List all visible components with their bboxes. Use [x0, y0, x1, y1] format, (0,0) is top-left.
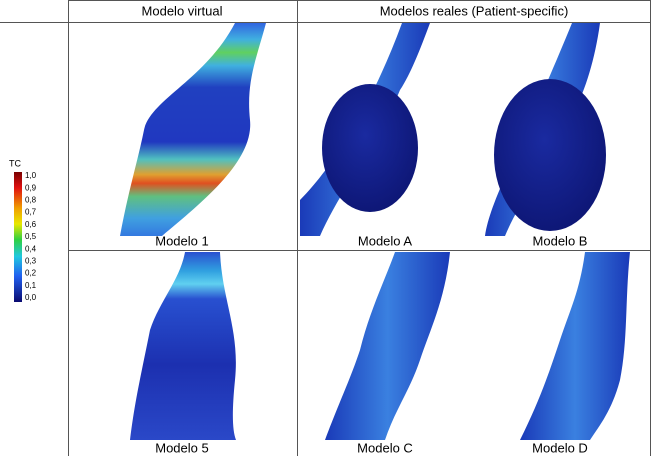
panel-label: Modelo 1	[155, 233, 208, 248]
panel-label: Modelo A	[358, 233, 413, 248]
panel-label: Modelo D	[532, 440, 588, 455]
colorbar-scale	[14, 172, 22, 302]
colorbar-label: 0,3	[25, 257, 37, 266]
panel-label: Modelo B	[533, 233, 588, 248]
colorbar-label: 0,4	[25, 244, 37, 253]
colorbar-label: 0,1	[25, 281, 37, 290]
colorbar-label: 0,9	[25, 183, 37, 192]
panel-labels: Modelo 1 Modelo A Modelo B Modelo 5 Modelo C…	[155, 233, 588, 455]
colorbar-label: 0,8	[25, 196, 37, 205]
colorbar: TC 1,0 0,9 0,8 0,7 0,6 0,5 0,4 0,3 0,2 0,1 0,0	[9, 158, 37, 302]
colorbar-label: 0,6	[25, 220, 37, 229]
colorbar-label: 1,0	[25, 171, 37, 180]
panel-label: Modelo 5	[155, 440, 208, 455]
column-header: Modelo virtual	[142, 3, 223, 18]
colorbar-label: 0,0	[25, 293, 37, 302]
colorbar-label: 0,5	[25, 232, 37, 241]
column-header: Modelos reales (Patient-specific)	[380, 3, 569, 18]
colorbar-label: 0,7	[25, 208, 37, 217]
panel-label: Modelo C	[357, 440, 413, 455]
colorbar-title: TC	[9, 158, 21, 168]
vessels	[120, 23, 630, 440]
colorbar-label: 0,2	[25, 269, 37, 278]
